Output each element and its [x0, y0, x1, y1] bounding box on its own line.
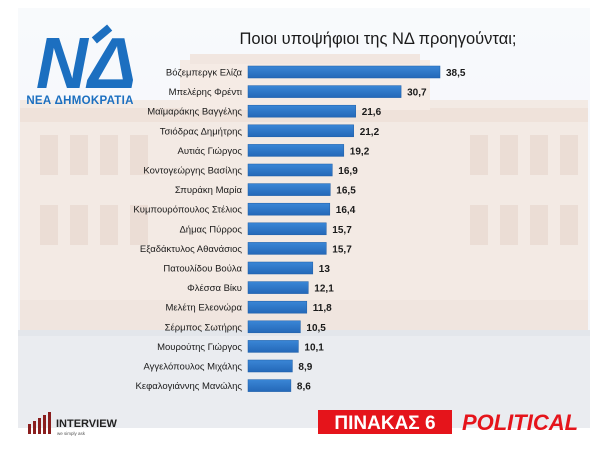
- value-label: 10,5: [306, 323, 326, 334]
- category-label: Κοντογεώργης Βασίλης: [143, 166, 242, 177]
- political-logo: POLITICAL: [462, 410, 578, 435]
- value-label: 16,4: [336, 205, 356, 216]
- bar: [247, 144, 345, 157]
- table-badge: ΠΙΝΑΚΑΣ 6: [318, 410, 452, 434]
- bar: [247, 202, 331, 216]
- bar: [247, 340, 299, 353]
- value-label: 12,1: [314, 284, 334, 295]
- category-label: Αυτιάς Γιώργος: [178, 146, 243, 157]
- category-label: Φλέσσα Βίκυ: [187, 283, 242, 294]
- value-label: 10,1: [304, 342, 324, 353]
- category-label: Κυμπουρόπουλος Στέλιος: [133, 205, 242, 216]
- category-label: Βόζεμπεργκ Ελίζα: [166, 68, 243, 79]
- interview-brand: INTERVIEW: [56, 418, 118, 430]
- category-label: Μελέτη Ελεονώρα: [166, 303, 243, 314]
- table-badge-background: [318, 410, 452, 434]
- category-label: Αγγελόπουλος Μιχάλης: [143, 362, 242, 373]
- nd-logo-letters: ΝΔ: [36, 24, 136, 104]
- category-label: Τσιόδρας Δημήτρης: [160, 126, 243, 137]
- bar: [247, 359, 293, 373]
- bar: [247, 104, 356, 118]
- category-label: Σέρμπος Σωτήρης: [165, 322, 243, 333]
- value-label: 21,2: [360, 127, 380, 138]
- value-label: 15,7: [332, 225, 352, 236]
- value-label: 16,5: [336, 186, 356, 197]
- bar: [247, 379, 292, 392]
- bar: [247, 163, 333, 177]
- value-label: 38,5: [446, 68, 466, 79]
- bar: [247, 124, 354, 138]
- interview-tagline: we simply ask: [57, 431, 86, 436]
- nd-logo: ΝΔ ΝΕΑ ΔΗΜΟΚΡΑΤΙΑ: [26, 24, 136, 107]
- category-label: Μπελέρης Φρέντι: [169, 87, 242, 98]
- category-label: Σπυράκη Μαρία: [175, 185, 243, 196]
- bar: [247, 65, 441, 79]
- bar: [247, 222, 327, 236]
- bar: [247, 242, 327, 255]
- bar: [247, 183, 331, 196]
- value-label: 30,7: [407, 88, 427, 99]
- category-label: Πατουλίδου Βούλα: [163, 264, 242, 275]
- value-label: 8,9: [298, 362, 312, 373]
- bar: [247, 281, 309, 294]
- value-label: 16,9: [338, 166, 358, 177]
- nd-logo-accent: [91, 24, 113, 44]
- bar: [247, 261, 314, 275]
- table-badge-label: ΠΙΝΑΚΑΣ 6: [334, 413, 435, 434]
- value-label: 21,6: [362, 107, 382, 118]
- value-label: 19,2: [350, 146, 370, 157]
- category-label: Μουρούτης Γιώργος: [157, 342, 242, 353]
- nd-logo-name: ΝΕΑ ΔΗΜΟΚΡΑΤΙΑ: [26, 95, 133, 107]
- chart-title: Ποιοι υποψήφιοι της ΝΔ προηγούνται;: [239, 30, 516, 48]
- value-label: 8,6: [297, 382, 311, 393]
- bar: [247, 300, 308, 314]
- interview-bars-icon: [28, 412, 51, 434]
- bar: [247, 85, 402, 98]
- category-label: Εξαδάκτυλος Αθανάσιος: [140, 244, 243, 255]
- interview-logo: INTERVIEW we simply ask: [28, 412, 118, 436]
- category-label: Δήμας Πύρρος: [179, 224, 242, 235]
- value-label: 11,8: [313, 303, 332, 314]
- category-label: Κεφαλογιάννης Μανώλης: [136, 381, 243, 392]
- category-label: Μαϊμαράκης Βαγγέλης: [147, 107, 242, 118]
- value-label: 15,7: [332, 244, 352, 255]
- value-label: 13: [319, 264, 331, 275]
- bar-chart: Βόζεμπεργκ Ελίζα 38,5 Μπελέρης Φρέντι 30,7 Μ…: [133, 65, 466, 393]
- bar: [247, 320, 301, 334]
